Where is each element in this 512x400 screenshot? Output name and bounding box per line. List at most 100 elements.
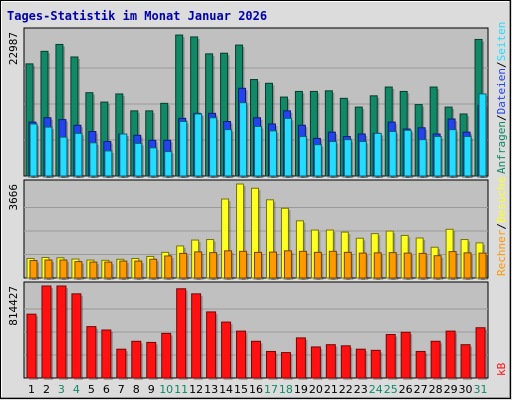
day-label-23: 23 [354, 383, 368, 396]
chart-panels: 22987Anfragen/Dateien/Seiten3666Rechner/… [7, 22, 508, 380]
bar-seiten-day-17 [268, 130, 277, 177]
bar-seiten-day-12 [194, 113, 203, 177]
bar-rechner-day-7 [119, 260, 128, 279]
bar-seiten-day-27 [418, 139, 427, 177]
bar-kb-day-19 [295, 337, 306, 379]
bar-rechner-day-19 [298, 250, 307, 279]
bar-rechner-day-2 [44, 259, 53, 279]
bar-seiten-day-18 [283, 117, 292, 177]
bar-seiten-day-7 [119, 133, 128, 177]
bar-seiten-day-25 [388, 131, 397, 177]
day-label-28: 28 [429, 383, 443, 396]
bar-rechner-day-24 [373, 252, 382, 279]
bar-seiten-day-21 [328, 141, 337, 177]
bar-kb-day-6 [101, 329, 112, 379]
day-label-26: 26 [399, 383, 413, 396]
panel-bot-ymax-label: 814427 [7, 286, 20, 326]
bar-seiten-day-3 [59, 136, 68, 177]
day-axis: 1 2 3 4 5 6 7 8 9 10 11 12 13 14 15 16 17 18 19 20 21 22 23 24 2… [28, 383, 488, 396]
panel-top-legend-item: Seiten [495, 22, 508, 62]
bar-rechner-day-18 [283, 250, 292, 279]
bar-kb-day-30 [460, 344, 471, 379]
bar-rechner-day-9 [149, 258, 158, 279]
day-label-30: 30 [459, 383, 473, 396]
day-label-5: 5 [88, 383, 95, 396]
day-label-24: 24 [369, 383, 383, 396]
bar-seiten-day-30 [463, 136, 472, 177]
bar-seiten-day-1 [29, 123, 38, 177]
bar-rechner-day-21 [328, 250, 337, 279]
bar-rechner-day-5 [89, 261, 98, 279]
bar-kb-day-3 [56, 285, 67, 379]
bar-rechner-day-15 [239, 250, 248, 279]
panel-mid-ymax-label: 3666 [7, 184, 20, 211]
panel-top-legend-item: Dateien [495, 68, 508, 114]
bar-kb-day-28 [430, 340, 441, 379]
day-label-10: 10 [159, 383, 173, 396]
panel-bot: 814427 kB [7, 281, 508, 380]
bar-kb-day-23 [355, 348, 366, 379]
day-label-7: 7 [118, 383, 125, 396]
bar-rechner-day-8 [134, 260, 143, 279]
bar-kb-day-22 [340, 345, 351, 379]
bar-rechner-day-28 [433, 255, 442, 279]
day-label-14: 14 [219, 383, 233, 396]
bar-seiten-day-11 [179, 120, 188, 177]
bar-seiten-day-29 [448, 129, 457, 177]
day-label-8: 8 [133, 383, 140, 396]
day-label-15: 15 [234, 383, 248, 396]
bar-kb-day-5 [86, 326, 97, 379]
day-label-18: 18 [279, 383, 293, 396]
day-label-4: 4 [73, 383, 80, 396]
bar-rechner-day-20 [313, 251, 322, 279]
bar-kb-day-12 [191, 293, 202, 379]
bar-seiten-day-10 [164, 151, 173, 177]
bar-rechner-day-22 [343, 251, 352, 279]
panel-top-legend-item: / [495, 114, 508, 121]
bar-rechner-day-16 [254, 251, 263, 279]
bar-kb-day-17 [265, 350, 276, 379]
panel-top-legend-item: Anfragen [495, 121, 508, 174]
bar-kb-day-24 [370, 349, 381, 379]
day-label-3: 3 [58, 383, 65, 396]
day-label-20: 20 [309, 383, 323, 396]
bar-kb-day-1 [26, 313, 37, 379]
bar-kb-day-29 [445, 330, 456, 379]
bar-seiten-day-31 [478, 93, 487, 177]
bar-kb-day-18 [280, 352, 291, 379]
bar-rechner-day-14 [224, 250, 233, 279]
bar-rechner-day-1 [29, 260, 38, 279]
bar-rechner-day-23 [358, 252, 367, 279]
bar-seiten-day-13 [209, 117, 218, 177]
bar-kb-day-20 [310, 346, 321, 379]
bar-seiten-day-15 [239, 102, 248, 177]
day-label-2: 2 [43, 383, 50, 396]
panel-top-bars [25, 34, 489, 179]
panel-mid-bars [26, 183, 489, 280]
bar-kb-day-21 [325, 344, 336, 379]
bar-rechner-day-3 [59, 259, 68, 279]
bar-kb-day-25 [385, 334, 396, 379]
bar-seiten-day-16 [254, 126, 263, 177]
bar-seiten-day-2 [44, 126, 53, 177]
bar-seiten-day-5 [89, 142, 98, 177]
bar-seiten-day-26 [403, 129, 412, 177]
panel-top-legend-item: / [495, 61, 508, 68]
bar-kb-day-16 [251, 340, 262, 379]
bar-rechner-day-29 [448, 251, 457, 279]
day-label-31: 31 [474, 383, 488, 396]
bar-seiten-day-14 [224, 129, 233, 177]
panel-mid: 3666 Rechner/Besuche [7, 177, 508, 280]
day-label-11: 11 [174, 383, 188, 396]
bar-seiten-day-6 [104, 150, 113, 177]
bar-kb-day-2 [41, 285, 52, 379]
bar-rechner-day-17 [268, 251, 277, 279]
bar-rechner-day-10 [164, 255, 173, 279]
day-label-16: 16 [249, 383, 263, 396]
bar-rechner-day-6 [104, 261, 113, 279]
panel-bot-legend: kB [495, 362, 508, 376]
bar-kb-day-27 [415, 350, 426, 379]
bar-kb-day-14 [221, 321, 232, 379]
